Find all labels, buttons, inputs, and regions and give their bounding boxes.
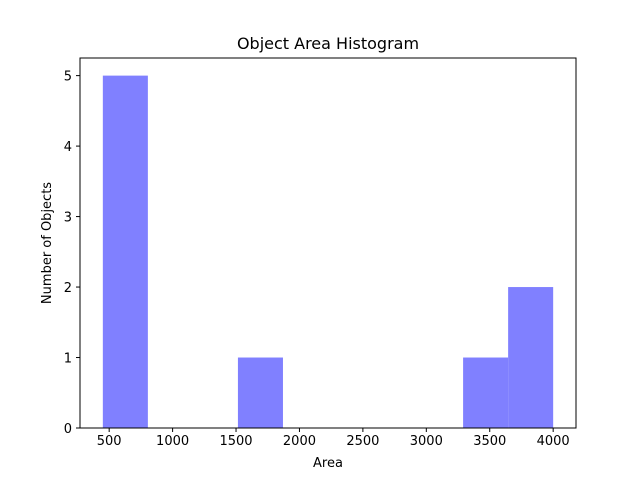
plot-frame xyxy=(79,57,577,429)
x-axis-ticks: 500 1000 1500 2000 2500 3000 3500 4000 xyxy=(97,428,570,449)
x-tick-label: 500 xyxy=(97,434,122,449)
chart-title: Object Area Histogram xyxy=(237,34,419,53)
x-tick-label: 3000 xyxy=(410,434,443,449)
x-axis-label: Area xyxy=(313,456,343,471)
y-tick-label: 2 xyxy=(64,281,72,296)
x-tick-label: 2000 xyxy=(283,434,316,449)
y-tick-label: 5 xyxy=(64,70,72,85)
histogram-bar-0 xyxy=(102,75,148,428)
x-tick-label: 4000 xyxy=(537,434,570,449)
y-tick-label: 4 xyxy=(64,140,72,155)
y-axis-ticks: 0 1 2 3 4 5 xyxy=(64,70,80,437)
x-tick-label: 3500 xyxy=(473,434,506,449)
histogram-bar-3 xyxy=(237,357,283,428)
y-tick-label: 1 xyxy=(64,352,72,367)
histogram-bar-8 xyxy=(463,357,509,428)
y-axis-label: Number of Objects xyxy=(40,182,55,304)
histogram-bar-9 xyxy=(508,287,554,428)
y-tick-label: 3 xyxy=(64,211,72,226)
x-tick-label: 1500 xyxy=(219,434,252,449)
x-tick-label: 2500 xyxy=(346,434,379,449)
y-tick-label: 0 xyxy=(64,422,72,437)
bars-group xyxy=(102,75,554,428)
x-tick-label: 1000 xyxy=(156,434,189,449)
